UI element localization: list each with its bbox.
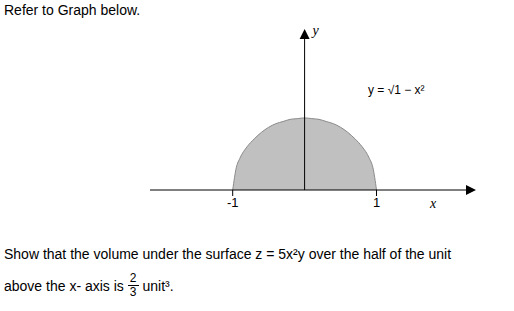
- html-text:Refer to Graph below.: Refer to Graph below.: [4, 2, 141, 18]
- html-text:Show that the volume under the: Show that the volume under the surface z…: [4, 246, 452, 262]
- html-text:y = √1 − x²: y = √1 − x²: [368, 83, 425, 97]
- svg-text:-1: -1: [227, 195, 239, 210]
- svg-text:1: 1: [373, 195, 380, 210]
- html-text:above the x- axis is 2: above the x- axis is 2: [4, 271, 137, 294]
- html-text:x: x: [430, 196, 437, 211]
- html-text:3 unit³.: 3 unit³.: [129, 277, 174, 299]
- html-text:y: y: [312, 23, 319, 38]
